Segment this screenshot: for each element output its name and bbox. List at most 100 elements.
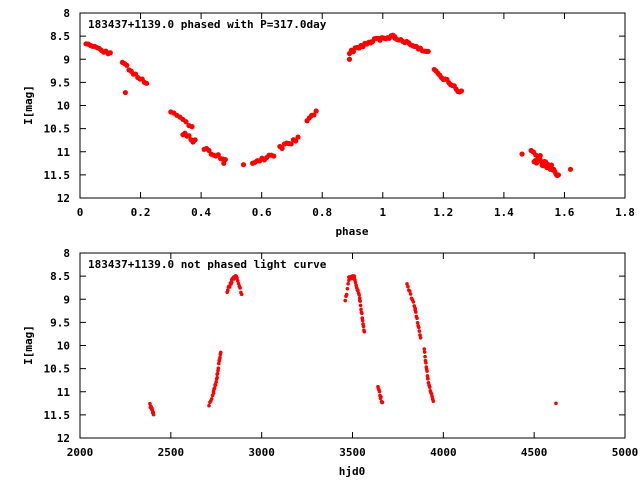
data-point <box>422 350 427 354</box>
data-point <box>362 329 367 334</box>
data-point <box>407 289 412 293</box>
data-point <box>361 324 366 329</box>
data-point <box>425 369 429 373</box>
data-point <box>377 389 382 394</box>
y-tick-label: 9.5 <box>50 76 70 89</box>
y-tick-label: 10.5 <box>44 363 71 376</box>
y-tick-label: 10 <box>57 340 70 353</box>
data-point <box>554 401 558 406</box>
data-point <box>295 134 301 140</box>
data-point <box>413 310 418 314</box>
x-tick-label: 0.8 <box>312 206 332 219</box>
data-point <box>215 375 219 380</box>
x-axis-title: hjd0 <box>339 465 366 478</box>
data-point <box>424 360 428 365</box>
data-point <box>313 108 319 114</box>
plot-frame <box>79 12 626 199</box>
data-point <box>415 316 419 321</box>
x-tick-label: 2000 <box>67 446 94 459</box>
plot-title: 183437+1139.0 not phased light curve <box>88 258 327 271</box>
data-point <box>345 286 350 291</box>
data-point <box>218 355 222 360</box>
data-point <box>235 276 239 280</box>
data-point <box>346 56 353 62</box>
data-point <box>293 138 299 144</box>
data-point <box>422 347 427 351</box>
data-point <box>240 162 247 168</box>
data-point <box>218 350 223 355</box>
data-point <box>379 395 383 399</box>
data-point <box>216 366 221 371</box>
data-point <box>221 160 227 166</box>
data-point <box>122 89 129 96</box>
data-point <box>343 298 348 303</box>
data-point <box>555 172 561 178</box>
data-point <box>418 335 423 340</box>
data-point <box>107 50 113 56</box>
data-point <box>458 88 465 94</box>
x-tick-label: 1.4 <box>494 206 514 219</box>
x-tick-label: 2500 <box>158 446 185 459</box>
y-axis-title: I[mag] <box>22 325 35 365</box>
y-tick-label: 8 <box>63 7 70 20</box>
data-point <box>357 293 361 297</box>
data-point <box>353 280 358 285</box>
y-tick-label: 9.5 <box>50 316 70 329</box>
data-point <box>359 307 363 312</box>
y-tick-label: 11 <box>57 146 71 159</box>
data-point <box>426 376 430 381</box>
data-point <box>212 386 217 390</box>
data-point <box>271 153 277 159</box>
data-point <box>183 119 189 125</box>
data-point <box>415 321 420 325</box>
data-point <box>144 80 150 86</box>
y-tick-label: 8.5 <box>50 270 70 283</box>
data-point <box>209 397 214 401</box>
y-tick-label: 10 <box>57 100 70 113</box>
data-point <box>186 133 192 139</box>
data-point <box>360 318 365 323</box>
data-point <box>405 282 409 286</box>
y-tick-label: 9 <box>63 53 70 66</box>
x-tick-label: 1.8 <box>615 206 635 219</box>
data-point <box>279 145 285 152</box>
x-tick-label: 0.6 <box>252 206 272 219</box>
data-point <box>192 137 198 143</box>
data-point <box>238 286 242 290</box>
phased-light-curve-panel: 183437+1139.0 phased with P=317.0day pha… <box>22 7 635 238</box>
data-point <box>358 303 363 308</box>
tick-layer: 2000 2500 3000 3500 4000 4500 5000 8 8.5 9 9.5 10 10… <box>44 247 639 459</box>
x-axis-title: phase <box>335 225 368 238</box>
plot-frame <box>79 252 626 439</box>
data-point <box>239 292 244 297</box>
y-tick-label: 12 <box>57 432 70 445</box>
x-tick-label: 4500 <box>521 446 548 459</box>
data-point <box>427 385 432 389</box>
data-point <box>213 383 218 387</box>
data-point <box>235 278 240 283</box>
y-tick-label: 10.5 <box>44 123 71 136</box>
y-tick-label: 11 <box>57 386 71 399</box>
data-points <box>148 273 558 417</box>
data-point <box>124 62 130 68</box>
data-point <box>215 371 220 376</box>
data-point <box>358 299 362 303</box>
data-point <box>519 151 525 157</box>
data-point <box>225 288 230 293</box>
y-tick-label: 9 <box>63 293 70 306</box>
y-tick-label: 11.5 <box>44 169 71 182</box>
data-point <box>411 300 416 304</box>
x-tick-label: 3000 <box>248 446 275 459</box>
x-tick-label: 4000 <box>430 446 457 459</box>
data-point <box>344 292 349 297</box>
tick-layer: 0 0.2 0.4 0.6 0.8 1 1.2 1.4 1.6 1.8 8 8.5 9 9.5 10 10.5… <box>44 7 635 219</box>
data-point <box>214 380 218 384</box>
y-axis-title: I[mag] <box>22 85 35 125</box>
data-point <box>288 141 294 147</box>
data-point <box>215 152 221 158</box>
y-tick-label: 8.5 <box>50 30 70 43</box>
data-point <box>207 403 211 408</box>
data-point <box>567 166 574 172</box>
data-point <box>227 285 232 289</box>
